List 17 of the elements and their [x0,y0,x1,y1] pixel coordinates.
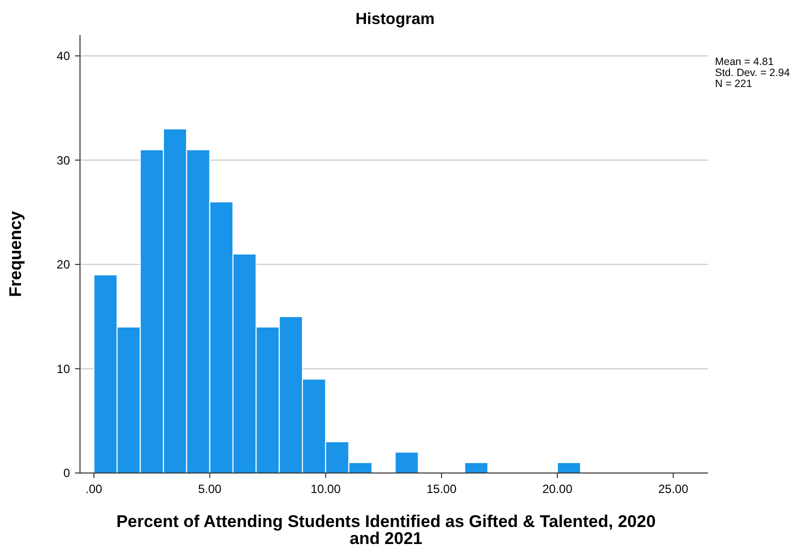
x-axis-title: Percent of Attending Students Identified as Gifted & Talented, 2020 and 2021 [116,512,656,546]
text: N = 221 [715,78,752,90]
text: Std. Dev. = 2.94 [715,67,790,79]
y-tick-label: 20 [56,258,70,272]
y-tick-label: 10 [56,362,70,376]
y-axis-title: Frequency [6,210,25,297]
x-tick-label: 15.00 [426,482,457,496]
x-tick-label: 5.00 [198,482,222,496]
chart-title: Histogram [355,11,435,28]
x-tick-label: 10.00 [310,482,341,496]
y-tick-label: 0 [63,466,70,480]
x-tick-label: 20.00 [542,482,573,496]
y-tick-label: 40 [56,49,70,64]
y-tick-label: 30 [56,153,70,168]
text: Mean = 4.81 [715,56,774,68]
x-tick-label: 25.00 [658,482,689,496]
x-tick-label: .00 [86,482,103,496]
